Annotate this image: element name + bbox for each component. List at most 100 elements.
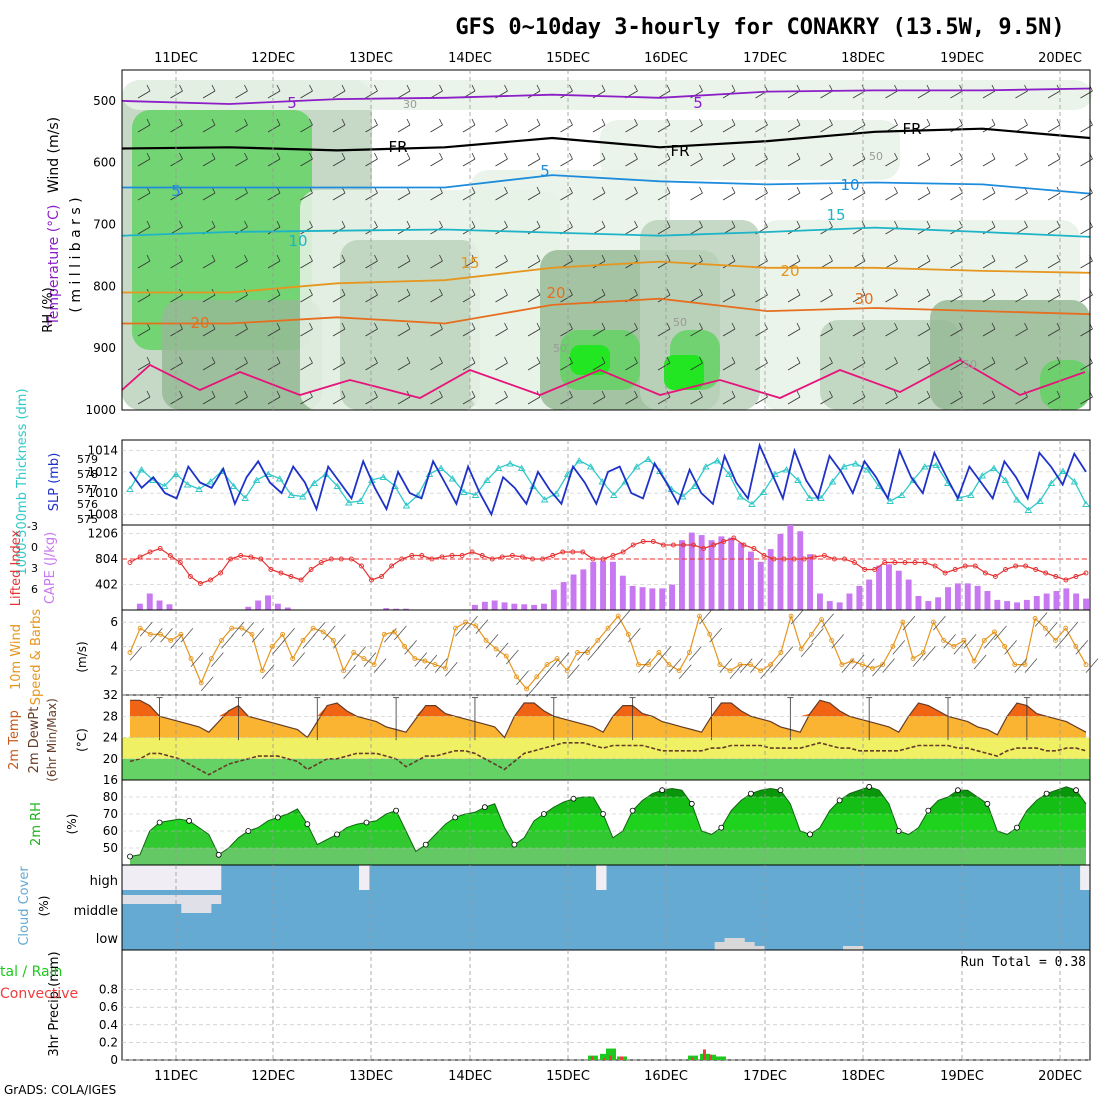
y-tick-label: 1012: [87, 465, 118, 479]
wind-barb: [439, 288, 443, 296]
wind-barb: [300, 294, 313, 303]
wind-barb: [617, 609, 631, 625]
wind-barb: [556, 652, 570, 667]
wind-barb: [302, 634, 316, 649]
wind-barb: [221, 634, 234, 649]
rh2m-axis-title: 2m RH: [29, 802, 44, 846]
wind-barb: [625, 124, 638, 133]
lifted-index-point: [1063, 577, 1069, 583]
cape-bar: [846, 593, 853, 610]
wind-barb: [527, 260, 541, 269]
wind-barb: [495, 396, 508, 405]
wind-barb: [462, 294, 476, 303]
rh2m-point: [334, 831, 340, 838]
wind-barb: [894, 288, 898, 296]
wind-barb: [202, 328, 216, 337]
precip-total-title: tal / Rain: [0, 964, 62, 980]
thickness-tick: 577: [77, 483, 98, 496]
lifted-index-point: [348, 556, 354, 562]
wind-barb: [374, 322, 378, 330]
cape-bar: [757, 561, 764, 610]
rh2m-point: [156, 819, 163, 826]
wind-barb: [536, 670, 550, 686]
date-label-top: 17DEC: [743, 51, 787, 66]
wind-barb: [244, 152, 248, 160]
thickness-marker: [886, 497, 894, 504]
contour-label: 30: [403, 98, 417, 111]
wind-barb: [959, 118, 963, 126]
wind-barb: [536, 356, 541, 364]
wind-barb: [1056, 322, 1061, 330]
wind-barb: [991, 186, 996, 194]
wind-barb: [690, 294, 703, 303]
wind-barb: [267, 124, 281, 133]
cape-bar: [531, 604, 538, 610]
thickness-marker: [736, 493, 745, 500]
thickness-marker: [195, 485, 203, 492]
rh2m-unit-title: (%): [65, 814, 79, 835]
wind-barb: [764, 186, 768, 194]
wind-barb: [982, 158, 996, 167]
top-date-labels: 11DEC 12DEC 13DEC 14DEC 15DEC 16DEC 17DEC 18DEC…: [154, 51, 1082, 66]
wind-barb: [950, 328, 963, 337]
wind-barb: [244, 390, 248, 398]
wind-barb: [267, 362, 281, 371]
wind-barb: [861, 658, 875, 673]
wind-barb: [820, 260, 833, 269]
wind-barb: [276, 390, 281, 398]
wind-barb: [755, 124, 768, 133]
cape-bar: [738, 542, 744, 610]
wind-barb: [841, 658, 855, 673]
wind-barb: [796, 152, 801, 160]
wind-barb: [922, 646, 936, 661]
wind-speed-point: [686, 650, 692, 655]
wind-barb: [991, 152, 996, 160]
wind-barb: [276, 118, 281, 126]
wind-barb: [1056, 254, 1061, 262]
wind-barb: [202, 396, 216, 405]
lifted-index-point: [137, 554, 143, 560]
wind-barb: [885, 396, 898, 405]
wind10-speed-axis-title: Speed & Barbs: [29, 609, 44, 706]
wind-barb: [276, 288, 281, 296]
lifted-index-point: [298, 577, 304, 583]
wind-barb: [982, 192, 996, 201]
temp-series: [130, 699, 1087, 739]
wind-barb: [638, 658, 651, 673]
cloud-high-clear: [161, 865, 172, 890]
cape-bar: [1083, 598, 1089, 610]
wind-barb: [821, 613, 834, 628]
wind-barb: [894, 152, 898, 160]
lifted-index-point: [932, 563, 938, 569]
cape-bar: [590, 561, 597, 610]
wind-barb: [592, 294, 606, 303]
wind-barb: [244, 254, 248, 262]
wind-barb: [1024, 322, 1028, 330]
wind-barb: [892, 640, 906, 655]
panel-frame: [121, 69, 1091, 411]
wind-barb: [991, 288, 996, 296]
wind-barb: [991, 220, 996, 228]
thickness-marker: [425, 470, 434, 477]
wind-barb: [211, 356, 216, 364]
thickness-marker: [126, 485, 134, 492]
wind-speed-point: [880, 662, 886, 668]
rh2m-point: [1043, 790, 1050, 797]
wind-barb: [202, 192, 216, 201]
wind-barb: [137, 226, 151, 235]
rh2m-point: [807, 831, 813, 838]
wind-barb: [365, 294, 378, 303]
wind-barb: [829, 118, 833, 126]
wind-barb: [333, 634, 346, 649]
lifted-index-point: [862, 567, 868, 572]
lifted-index-point: [208, 577, 213, 583]
wind-barb: [179, 254, 183, 262]
wind-barb: [244, 356, 248, 364]
rh-band: [130, 848, 1086, 865]
lifted-index-point: [811, 554, 817, 560]
thickness-marker: [978, 472, 987, 479]
wind-barb: [332, 158, 346, 167]
wind-speed-point: [463, 619, 469, 625]
wind-speed-point: [381, 631, 387, 637]
